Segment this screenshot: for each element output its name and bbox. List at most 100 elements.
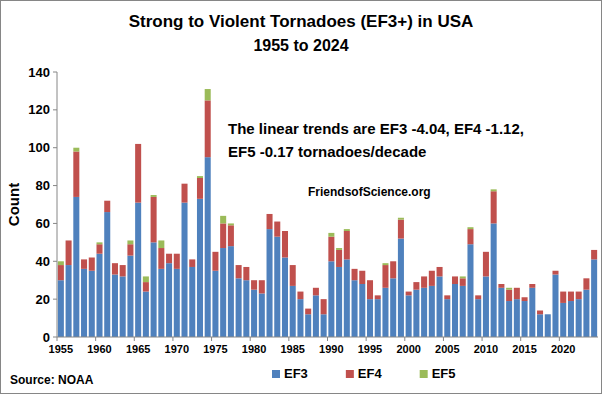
bar	[135, 144, 141, 203]
bar	[274, 221, 280, 222]
bar	[120, 265, 126, 276]
x-tick-label: 2005	[435, 343, 459, 355]
bar	[243, 266, 249, 267]
legend-label: EF3	[284, 366, 308, 381]
bar	[305, 309, 311, 315]
bar	[66, 265, 72, 337]
bar	[166, 253, 172, 254]
bar	[344, 259, 350, 337]
bar	[467, 244, 473, 337]
bar	[197, 199, 203, 337]
bar	[251, 280, 257, 281]
bar	[406, 295, 412, 337]
bar	[437, 267, 443, 276]
bar	[104, 212, 110, 337]
bar	[514, 287, 520, 288]
bar	[321, 314, 327, 337]
y-tick	[53, 261, 57, 262]
legend-label: EF4	[358, 366, 383, 381]
bar	[290, 265, 296, 266]
bar	[522, 297, 528, 298]
bar	[166, 254, 172, 263]
bar	[305, 308, 311, 309]
y-tick	[53, 299, 57, 300]
x-tick	[95, 337, 96, 341]
bar	[158, 240, 164, 248]
bar	[151, 197, 157, 242]
chart: Strong to Violent Tornadoes (EF3+) in US…	[0, 0, 602, 394]
x-tick-label: 1965	[126, 343, 150, 355]
annotation: FriendsofScience.org	[308, 185, 431, 199]
bar	[460, 286, 466, 337]
bar	[390, 261, 396, 262]
bar	[367, 299, 373, 337]
bar	[321, 299, 327, 314]
bar	[251, 280, 257, 289]
bar	[197, 178, 203, 199]
bar	[506, 301, 512, 337]
bar	[375, 295, 381, 296]
bar	[189, 259, 195, 267]
bar	[568, 291, 574, 292]
subtitle: 1955 to 2024	[253, 37, 348, 54]
bar	[313, 288, 319, 296]
bar	[158, 269, 164, 337]
bar	[228, 223, 234, 225]
y-tick-label: 60	[36, 216, 50, 231]
bar	[552, 275, 558, 337]
bar	[282, 231, 288, 258]
y-tick	[53, 337, 57, 338]
bar	[568, 292, 574, 301]
bar	[367, 280, 373, 299]
bar	[560, 292, 566, 303]
bar	[174, 269, 180, 337]
bar	[545, 314, 551, 315]
x-tick-label: 1995	[358, 343, 382, 355]
bar	[444, 299, 450, 337]
bar	[328, 261, 334, 337]
bar	[282, 231, 288, 232]
x-tick-label: 1975	[203, 343, 227, 355]
bar	[267, 213, 273, 214]
bar	[460, 278, 466, 286]
bar	[529, 284, 535, 285]
bar	[251, 290, 257, 337]
legend: EF3EF4EF5	[272, 366, 456, 381]
bar	[467, 229, 473, 244]
title: Strong to Violent Tornadoes (EF3+) in US…	[129, 12, 474, 31]
x-tick-label: 2020	[551, 343, 575, 355]
bar	[228, 225, 234, 246]
bar	[344, 229, 350, 231]
bar	[421, 276, 427, 287]
bar	[591, 259, 597, 337]
bar	[352, 269, 358, 280]
bar	[127, 244, 133, 255]
bar	[483, 252, 489, 277]
bar	[236, 265, 242, 278]
bar	[205, 157, 211, 337]
bar	[390, 261, 396, 278]
x-tick-label: 1985	[280, 343, 304, 355]
y-axis-label: Count	[5, 183, 22, 226]
bar	[143, 292, 149, 337]
bar	[127, 256, 133, 337]
bar	[375, 295, 381, 299]
bar	[189, 267, 195, 337]
bar	[58, 265, 64, 280]
bar	[437, 266, 443, 267]
legend-swatch	[272, 370, 280, 378]
x-tick-label: 1960	[87, 343, 111, 355]
bar	[89, 257, 95, 258]
bar	[220, 223, 226, 248]
y-tick	[53, 72, 57, 73]
x-tick	[211, 337, 212, 341]
bar	[491, 189, 497, 191]
bars	[58, 89, 597, 337]
bar	[120, 265, 126, 266]
bar	[537, 310, 543, 311]
bar	[552, 271, 558, 275]
y-tick-label: 140	[28, 65, 50, 80]
x-tick-label: 2000	[396, 343, 420, 355]
bar	[212, 271, 218, 337]
bar	[406, 291, 412, 292]
